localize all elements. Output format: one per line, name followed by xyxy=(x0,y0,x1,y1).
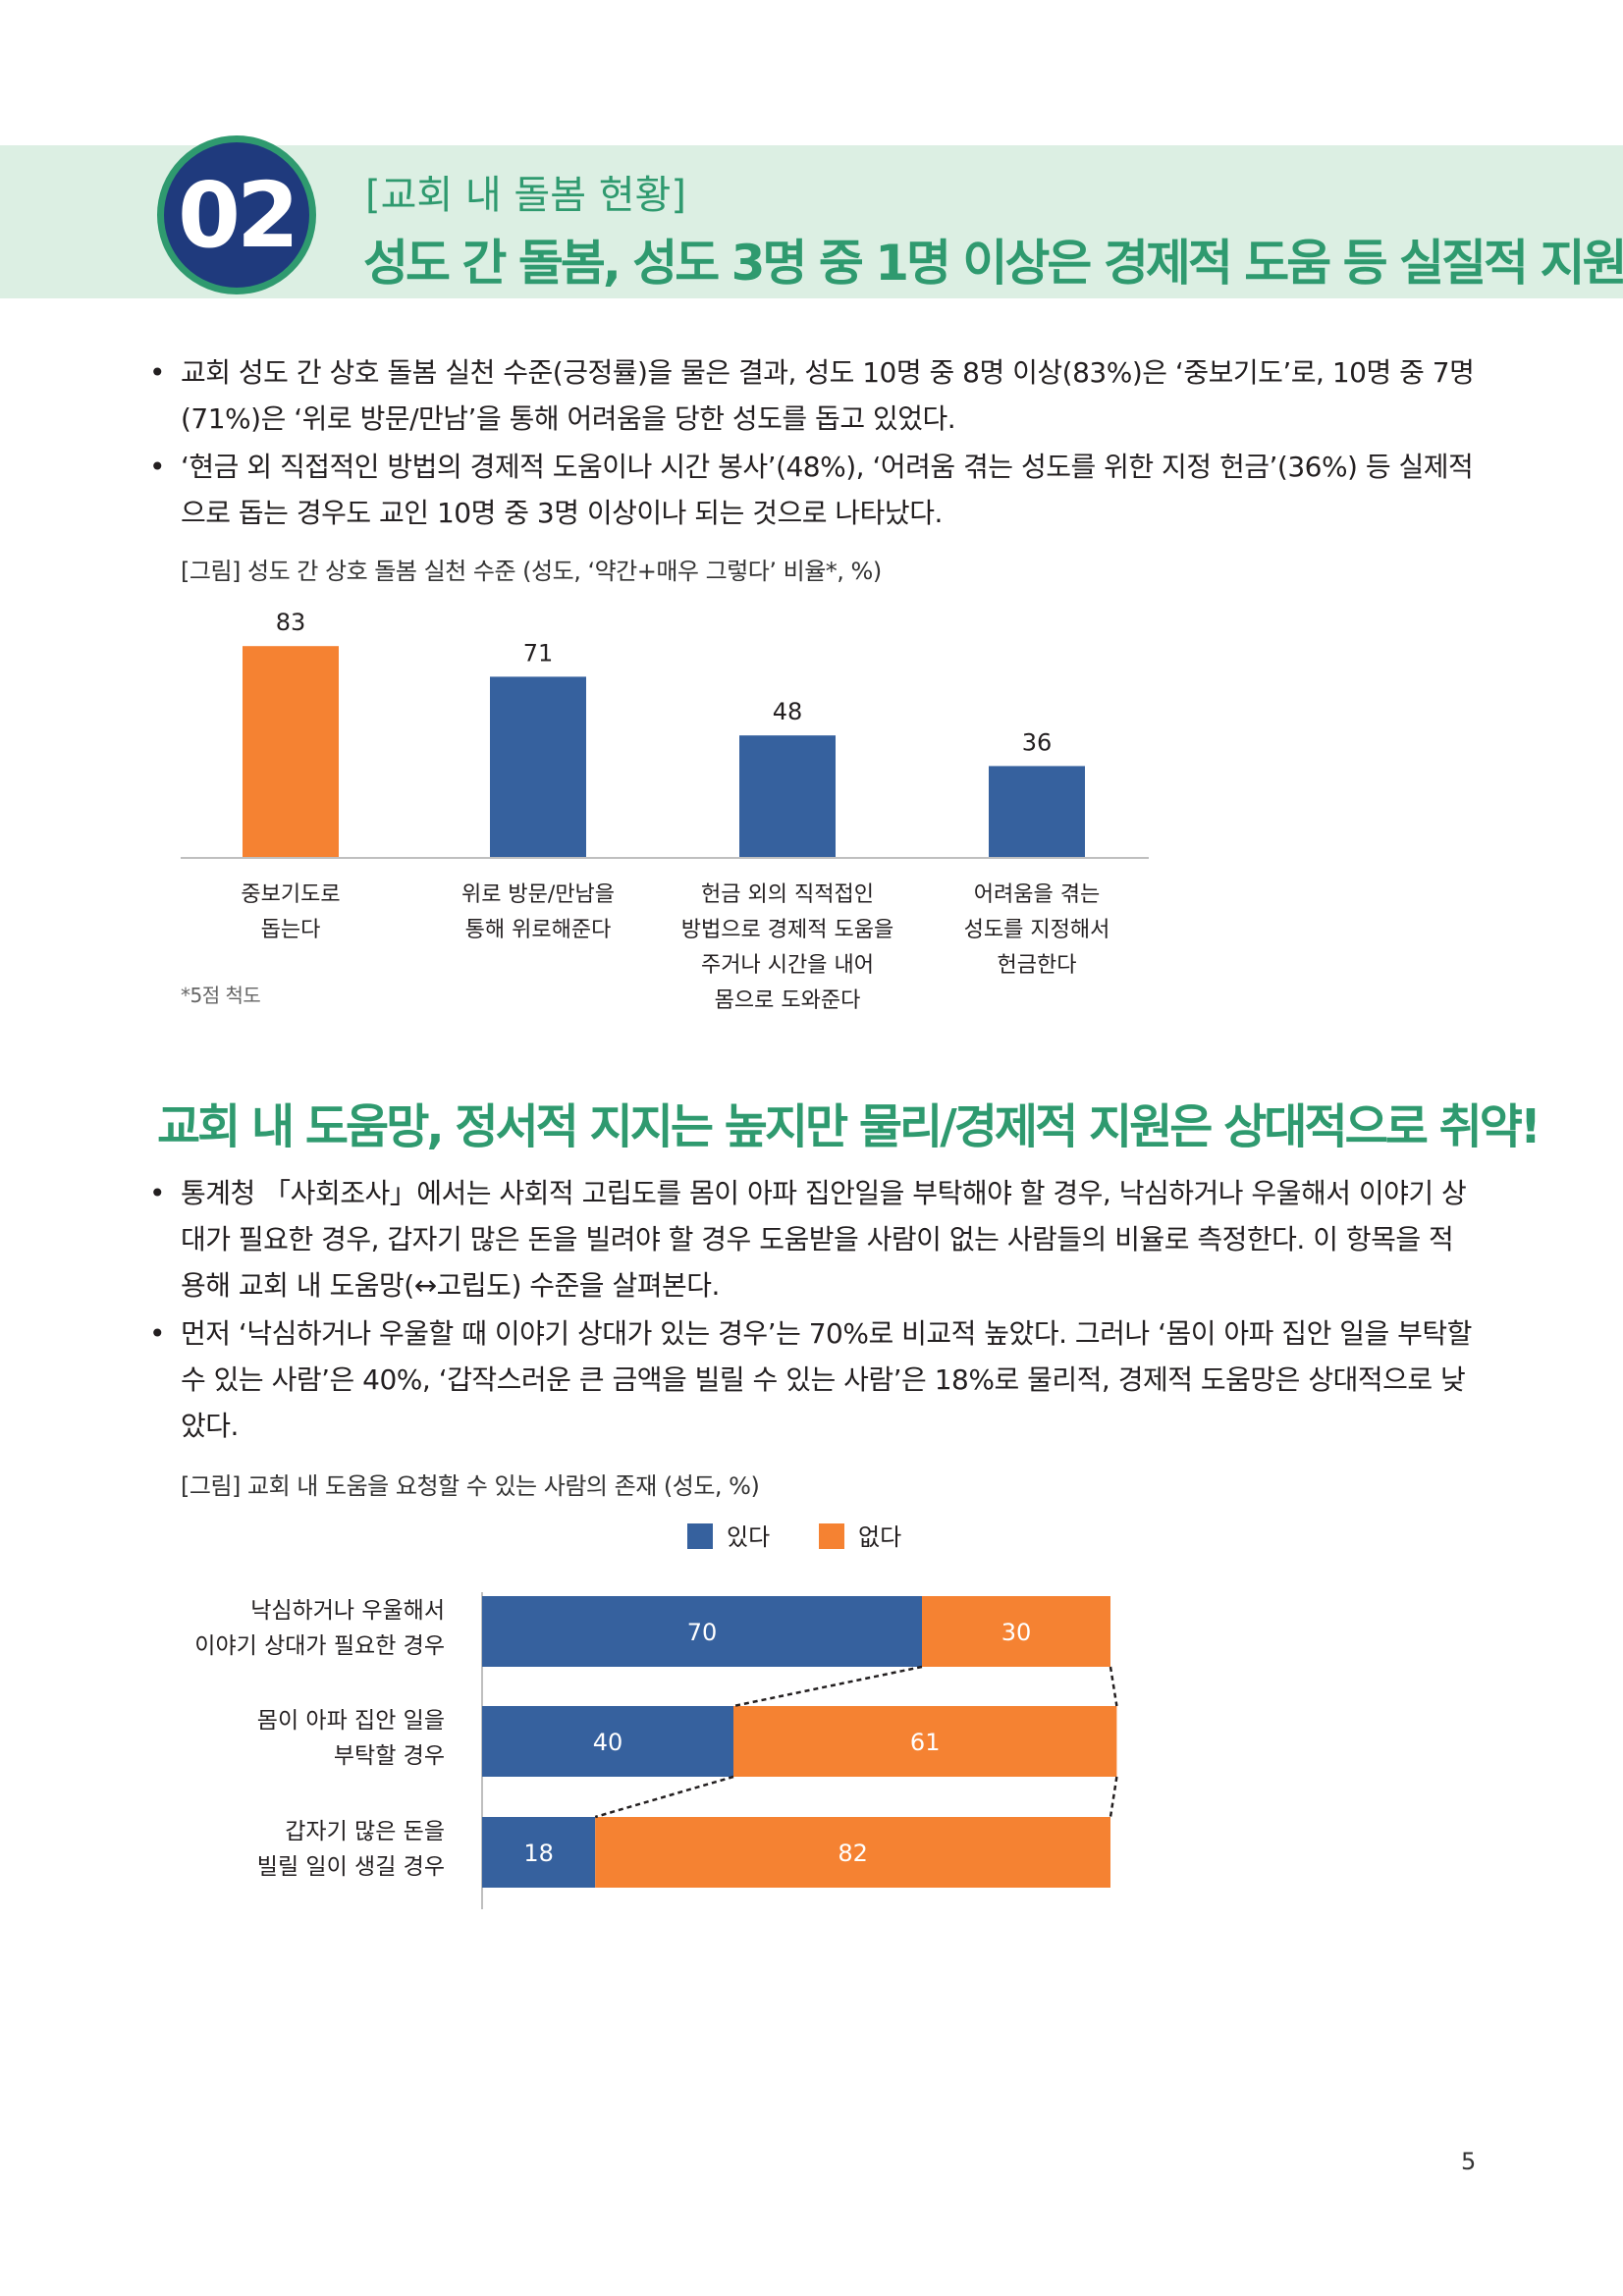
connector-line xyxy=(594,1775,734,1819)
connector-line xyxy=(1109,1666,1118,1707)
section-title: 성도 간 돌봄, 성도 3명 중 1명 이상은 경제적 도움 등 실질적 지원! xyxy=(363,235,1623,292)
connector-line xyxy=(1109,1776,1118,1818)
category-label: 방법으로 경제적 도움을 xyxy=(681,918,893,942)
legend-swatch xyxy=(819,1523,844,1549)
category-label: 부탁할 경우 xyxy=(334,1743,445,1769)
figure-1-caption: [그림] 성도 간 상호 돌봄 실천 수준 (성도, ‘약간+매우 그렇다’ 비… xyxy=(181,558,882,585)
category-label: 중보기도로 xyxy=(241,882,340,907)
bar xyxy=(243,646,339,858)
bar-segment xyxy=(482,1596,922,1667)
bar-segment xyxy=(733,1706,1117,1777)
segment-value-label: 70 xyxy=(687,1619,718,1646)
page-number: 5 xyxy=(1461,2148,1477,2175)
bar xyxy=(989,766,1085,858)
category-label: 위로 방문/만남을 xyxy=(461,882,615,907)
bar xyxy=(739,735,836,858)
figure-1-footnote: *5점 척도 xyxy=(181,984,261,1007)
category-label: 갑자기 많은 돈을 xyxy=(285,1819,445,1844)
bar-value-label: 48 xyxy=(773,698,803,725)
bar-value-label: 36 xyxy=(1022,728,1053,756)
figure-2-caption: [그림] 교회 내 도움을 요청할 수 있는 사람의 존재 (성도, %) xyxy=(181,1472,760,1500)
bullet-item: 교회 성도 간 상호 돌봄 실천 수준(긍정률)을 물은 결과, 성도 10명 … xyxy=(149,349,1475,442)
section-number-badge: 02 xyxy=(157,135,316,294)
category-label: 통해 위로해준다 xyxy=(465,918,612,942)
category-label: 돕는다 xyxy=(261,918,321,942)
section-tag: [교회 내 돌봄 현황] xyxy=(365,173,686,218)
bullet-item: 통계청 「사회조사」에서는 사회적 고립도를 몸이 아파 집안일을 부탁해야 할… xyxy=(149,1170,1475,1308)
bar xyxy=(490,676,586,858)
bullet-item: ‘현금 외 직접적인 방법의 경제적 도움이나 시간 봉사’(48%), ‘어려… xyxy=(149,444,1475,536)
segment-value-label: 82 xyxy=(838,1840,868,1867)
bullet-list-1: 교회 성도 간 상호 돌봄 실천 수준(긍정률)을 물은 결과, 성도 10명 … xyxy=(149,349,1475,536)
bar-segment xyxy=(922,1596,1110,1667)
category-label: 이야기 상대가 필요한 경우 xyxy=(194,1633,445,1659)
segment-value-label: 40 xyxy=(593,1729,623,1756)
connector-line xyxy=(732,1665,923,1708)
bar-segment xyxy=(482,1706,733,1777)
legend-label: 없다 xyxy=(858,1523,901,1551)
category-label: 몸으로 도와준다 xyxy=(715,988,861,1013)
bar-segment xyxy=(595,1817,1110,1888)
bar-value-label: 83 xyxy=(276,609,306,636)
section-heading-2: 교회 내 도움망, 정서적 지지는 높지만 물리/경제적 지원은 상대적으로 취… xyxy=(157,1099,1542,1154)
legend-swatch xyxy=(687,1523,713,1549)
segment-value-label: 61 xyxy=(910,1729,941,1756)
category-label: 주거나 시간을 내어 xyxy=(701,953,874,978)
segment-value-label: 18 xyxy=(523,1840,554,1867)
category-label: 어려움을 겪는 xyxy=(974,882,1100,907)
category-label: 몸이 아파 집안 일을 xyxy=(257,1708,445,1734)
category-label: 성도를 지정해서 xyxy=(964,918,1110,942)
category-label: 헌금한다 xyxy=(998,953,1077,978)
category-label: 낙심하거나 우울해서 xyxy=(250,1598,445,1624)
category-label: 빌릴 일이 생길 경우 xyxy=(257,1854,445,1880)
category-label: 헌금 외의 직적접인 xyxy=(701,882,874,907)
bullet-list-2: 통계청 「사회조사」에서는 사회적 고립도를 몸이 아파 집안일을 부탁해야 할… xyxy=(149,1170,1475,1449)
bar-segment xyxy=(482,1817,596,1888)
bar-value-label: 71 xyxy=(523,639,554,667)
section-number: 02 xyxy=(177,162,299,268)
legend-label: 있다 xyxy=(727,1523,770,1551)
bullet-item: 먼저 ‘낙심하거나 우울할 때 이야기 상대가 있는 경우’는 70%로 비교적… xyxy=(149,1310,1475,1449)
segment-value-label: 30 xyxy=(1001,1619,1032,1646)
